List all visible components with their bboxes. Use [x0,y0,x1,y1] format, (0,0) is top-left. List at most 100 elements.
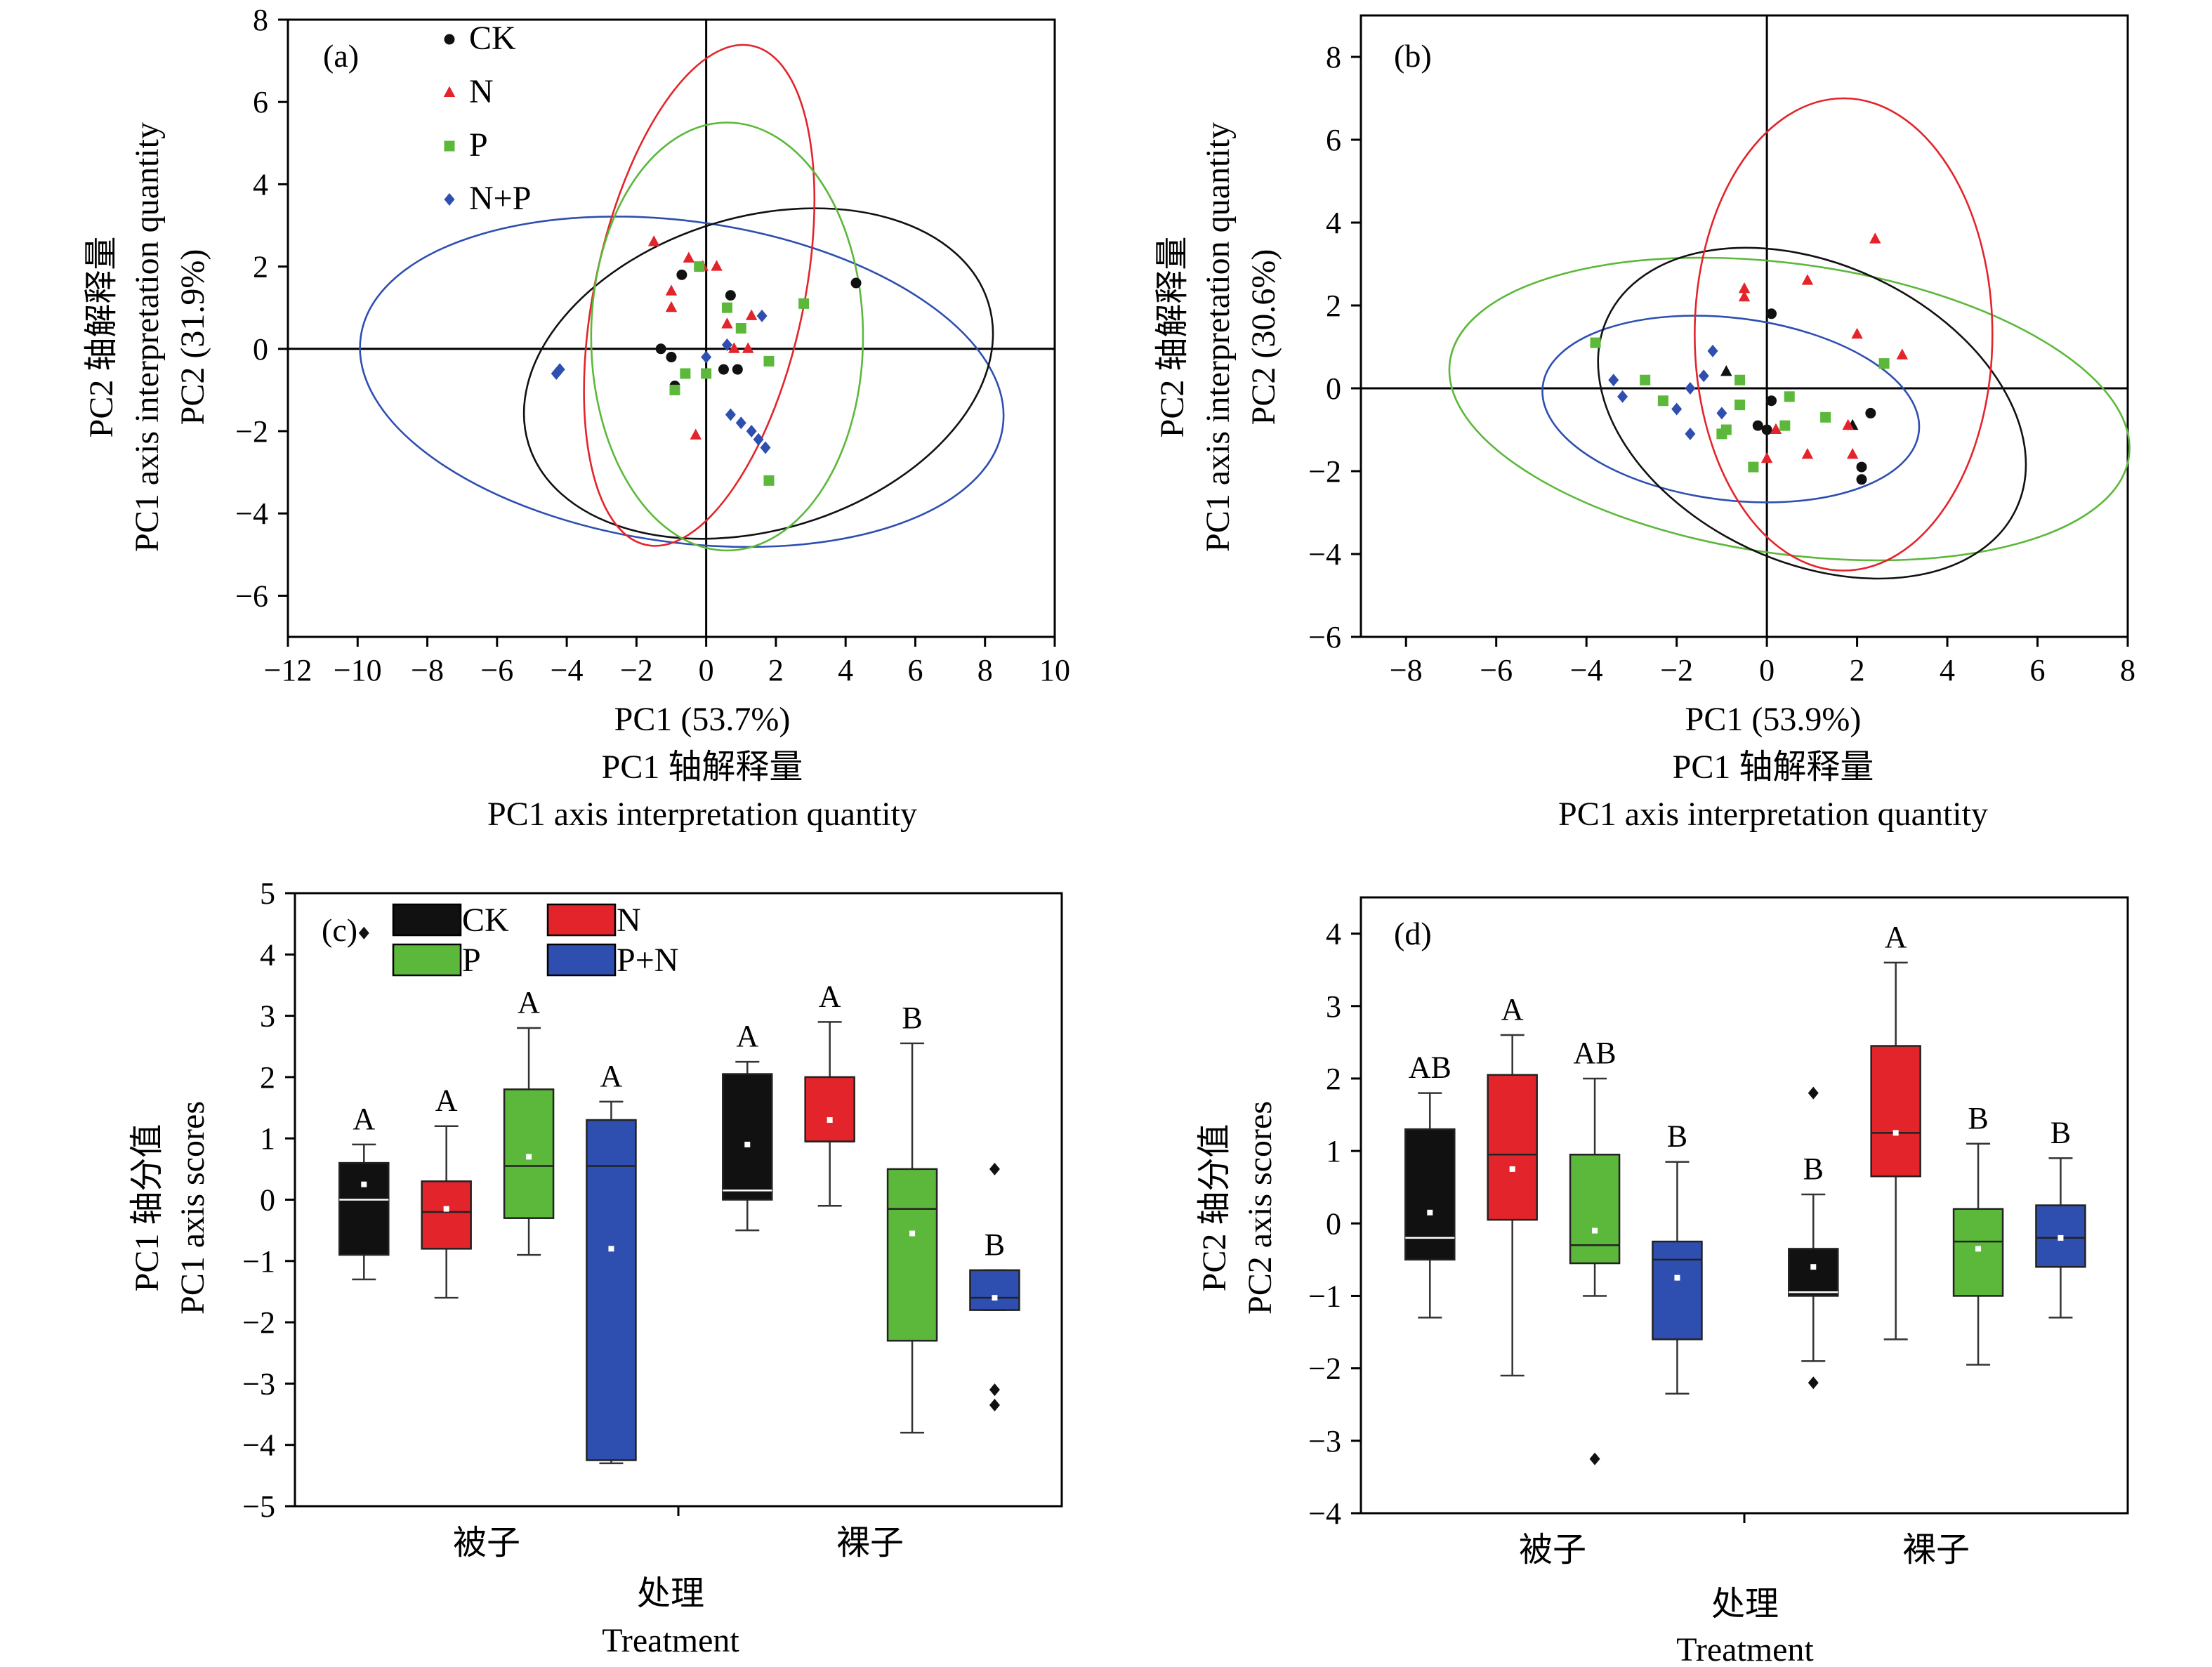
legend-a-label-ck: CK [469,20,516,57]
d-box-n-1-mean [1892,1130,1899,1136]
b-xtick-label: −8 [1390,653,1423,687]
a-point-np [735,416,746,430]
b-ytick-label: 4 [1326,206,1341,240]
b-point-p [1734,374,1746,386]
a-ytick-label: −4 [235,496,268,531]
d-box-n-0-mean [1509,1166,1515,1172]
b-point-n [1851,327,1863,339]
b-ytick-label: 8 [1326,40,1341,74]
c-box-p-0-sig-label: A [518,985,540,1020]
d-box-p-1-sig-label: B [1968,1101,1988,1135]
legend-a-label-n: N [469,73,494,110]
b-point-p [1878,358,1890,369]
panel-a-xlabel-pc1: PC1 (53.7%) [614,701,791,738]
b-point-p [1820,411,1831,423]
panel-a-label: (a) [323,38,359,74]
b-point-n [1738,290,1751,302]
a-xtick-label: 0 [699,653,714,687]
c-box-n-0 [421,1180,472,1250]
d-box-p-0-outlier [1589,1452,1600,1465]
c-box-np-1-outlier [989,1398,1000,1411]
legend-c-label-n: N [617,902,641,939]
c-box-p-1-sig-label: B [902,1001,922,1035]
c-ytick-label: 1 [260,1121,275,1156]
d-box-ck-0 [1404,1128,1456,1261]
d-box-ck-0-sig-label: AB [1409,1050,1451,1085]
d-category-label: 裸子 [1902,1531,1970,1569]
legend-c-swatch-n [546,903,617,937]
legend-a-label-np: N+P [469,180,531,217]
b-point-p [1657,395,1668,407]
panel-a-ylabel-pc2: PC2 (31.9%) [174,249,211,426]
d-ytick-label: 0 [1326,1206,1341,1241]
b-point-p [1716,428,1727,440]
d-box-n-0 [1487,1074,1538,1221]
panel-c-ylabel-cn: PC1 轴分值 [129,1124,166,1292]
panel-c-legend: CK N P P+N [392,902,678,979]
c-plot-frame [294,892,1063,1508]
b-point-np [1716,407,1727,420]
b-point-np [1608,374,1619,387]
d-box-p-0-mean [1592,1227,1598,1234]
b-point-p [1779,420,1791,431]
a-point-ck [676,269,687,280]
c-ytick-label: 5 [260,876,275,911]
panel-c-label: (c) [322,912,357,948]
b-ytick-label: −2 [1308,454,1341,489]
c-box-np-1-outlier [989,1162,1000,1175]
d-ytick-label: −1 [1308,1279,1341,1313]
a-point-p [669,384,680,395]
b-point-ck [1766,308,1777,319]
c-box-n-0-mean [443,1206,449,1212]
d-box-np-0 [1652,1240,1703,1340]
b-point-p [1784,391,1795,402]
a-point-p [735,323,746,334]
c-box-np-1-mean [992,1295,998,1301]
a-ytick-label: 2 [253,250,268,284]
d-box-p-0 [1569,1154,1621,1265]
a-ytick-label: −6 [235,579,268,613]
panel-b-xlabel-en: PC1 axis interpretation quantity [1558,796,1988,833]
a-point-p [798,298,810,309]
panel-d-ylabel-cn: PC2 轴分值 [1196,1124,1233,1292]
panel-d-xlabel-en: Treatment [1676,1631,1814,1667]
d-box-ck-1-sig-label: B [1803,1152,1824,1186]
b-point-n [1770,423,1782,434]
a-xtick-label: 6 [907,653,923,687]
b-point-p [1748,461,1759,473]
a-xtick-label: 8 [977,653,993,687]
panel-a-legend: CK NP N+P [443,20,531,217]
d-box-np-0-mean [1674,1274,1680,1281]
legend-c-swatch-p [392,943,462,977]
d-box-ck-1-mean [1810,1264,1817,1270]
a-ytick-label: −2 [235,414,268,449]
c-ytick-label: −2 [242,1305,275,1340]
b-xtick-label: −4 [1570,653,1603,687]
d-box-p-1 [1952,1208,2004,1297]
a-point-p [721,302,732,313]
b-ellipse-np [1541,315,1921,503]
b-xtick-label: 6 [2030,653,2046,687]
b-xtick-label: 2 [1850,653,1865,687]
a-ytick-label: 0 [253,332,268,367]
c-category-label: 裸子 [836,1524,904,1562]
b-point-np [1617,390,1628,403]
c-box-n-1 [804,1076,855,1142]
a-point-n [665,284,678,296]
b-point-p [1640,374,1651,386]
a-xtick-label: 2 [768,653,784,687]
a-point-np [551,367,562,380]
legend-a-marker-p [444,140,455,152]
a-point-np [721,338,732,351]
a-point-ck [732,364,743,375]
a-point-ck [718,364,729,375]
a-ellipse-ck [522,207,994,540]
c-box-np-1-outlier [989,1383,1000,1397]
legend-c-label-p: P [462,942,481,979]
d-box-np-0-sig-label: B [1667,1119,1687,1154]
b-ytick-label: −6 [1308,620,1341,654]
d-box-np-1-mean [2058,1234,2064,1241]
b-point-p [1734,400,1746,411]
a-point-ck [655,343,666,355]
b-ellipse-n [1694,97,1994,572]
